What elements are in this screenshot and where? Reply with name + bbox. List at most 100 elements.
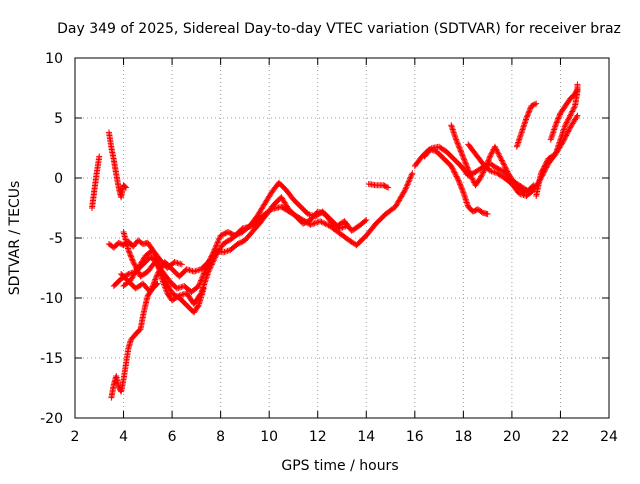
data-point xyxy=(455,141,462,148)
data-point xyxy=(456,144,463,151)
data-point xyxy=(362,218,369,224)
data-point xyxy=(485,156,492,163)
data-point xyxy=(151,277,158,284)
data-point xyxy=(308,221,315,228)
data-point xyxy=(501,163,508,169)
data-point xyxy=(460,153,467,160)
data-point xyxy=(492,145,499,152)
data-point xyxy=(459,151,466,158)
data-point xyxy=(159,271,166,278)
data-point xyxy=(497,154,504,161)
data-point xyxy=(458,149,465,156)
data-point xyxy=(456,145,463,152)
x-tick-label: 18 xyxy=(454,429,472,445)
data-point xyxy=(149,283,156,290)
data-point xyxy=(449,165,456,172)
data-point xyxy=(213,241,220,247)
x-tick-label: 8 xyxy=(216,429,225,445)
data-point xyxy=(402,185,409,192)
data-point xyxy=(196,280,203,287)
data-point xyxy=(455,177,462,184)
data-point xyxy=(459,186,466,193)
data-point xyxy=(451,169,458,176)
x-tick-label: 4 xyxy=(119,429,128,445)
data-point xyxy=(555,115,562,122)
data-point xyxy=(194,303,201,310)
chart-title: Day 349 of 2025, Sidereal Day-to-day VTE… xyxy=(57,21,621,37)
data-point xyxy=(455,143,462,150)
data-point xyxy=(495,150,502,157)
data-point xyxy=(542,161,549,168)
data-point xyxy=(129,257,136,264)
data-point xyxy=(459,152,466,159)
satellite-track-16 xyxy=(547,86,581,143)
data-point xyxy=(166,286,173,293)
data-point xyxy=(199,273,206,280)
data-point xyxy=(540,166,547,173)
y-tick-label: 0 xyxy=(54,171,63,187)
data-point xyxy=(556,111,563,118)
data-point xyxy=(566,125,573,132)
data-point xyxy=(543,158,550,165)
data-point xyxy=(567,111,574,118)
data-point xyxy=(399,190,406,197)
data-point xyxy=(201,267,208,274)
data-point xyxy=(502,164,509,171)
satellite-track-6 xyxy=(118,194,350,295)
data-point xyxy=(452,172,459,179)
data-point xyxy=(554,118,561,125)
data-point xyxy=(398,193,405,200)
y-tick-label: -20 xyxy=(40,411,63,427)
data-point xyxy=(454,176,461,183)
satellite-track-8 xyxy=(120,247,185,289)
data-point xyxy=(480,169,487,176)
data-point xyxy=(538,168,545,175)
data-point xyxy=(461,157,468,164)
data-point xyxy=(498,156,505,163)
data-point xyxy=(458,185,465,192)
data-point xyxy=(156,264,163,271)
data-point xyxy=(454,174,461,181)
y-tick-label: -10 xyxy=(40,291,63,307)
data-point xyxy=(408,171,415,178)
data-point xyxy=(488,150,495,157)
data-point xyxy=(200,271,207,278)
satellite-track-1 xyxy=(88,153,103,211)
data-point xyxy=(569,107,576,114)
data-point xyxy=(569,108,576,115)
data-point xyxy=(539,167,546,174)
data-point xyxy=(543,159,550,166)
data-point xyxy=(406,175,413,182)
data-point xyxy=(478,172,485,179)
data-point xyxy=(96,153,103,160)
data-point xyxy=(402,187,409,193)
data-point xyxy=(148,286,155,293)
data-point xyxy=(525,111,532,117)
data-point xyxy=(130,260,137,267)
data-point xyxy=(310,220,317,227)
data-point xyxy=(393,202,400,209)
data-point xyxy=(573,87,580,94)
data-point xyxy=(122,183,129,190)
data-point xyxy=(125,247,132,253)
data-point xyxy=(312,219,319,226)
data-point xyxy=(457,182,464,189)
data-point xyxy=(454,140,461,147)
data-point xyxy=(399,192,406,199)
data-point xyxy=(405,178,412,185)
data-point xyxy=(565,128,572,135)
data-point xyxy=(147,289,154,295)
data-point xyxy=(407,174,414,181)
data-point xyxy=(562,122,569,129)
data-point xyxy=(489,149,496,156)
y-tick-label: 10 xyxy=(45,51,63,67)
data-point xyxy=(487,153,494,160)
data-point xyxy=(567,112,574,119)
data-point xyxy=(526,107,533,113)
data-point xyxy=(498,157,505,164)
data-point xyxy=(552,122,559,129)
x-tick-label: 10 xyxy=(260,429,278,445)
data-point xyxy=(568,109,575,116)
data-point xyxy=(151,279,158,286)
